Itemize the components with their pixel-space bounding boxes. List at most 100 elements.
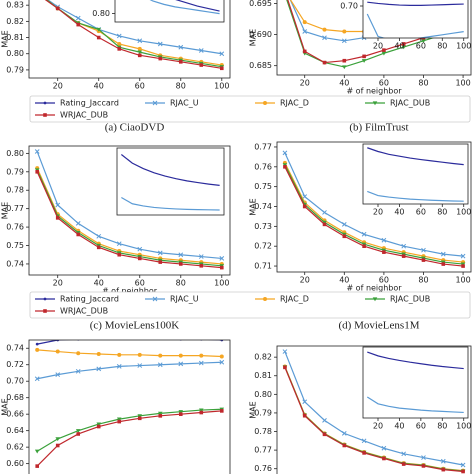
series-line [366,396,464,414]
y-tick-label: 0.78 [254,427,272,436]
marker [178,410,184,414]
series-line [367,351,464,370]
marker [302,29,308,34]
y-tick-label: 0.60 [6,459,24,468]
marker [55,443,60,448]
marker [137,352,142,357]
marker [178,60,183,64]
series-group [366,1,464,38]
series-line [284,164,464,265]
marker [137,256,142,261]
marker [382,48,386,52]
inset: 20 40 60 80 100 [362,346,471,431]
caption: (b) FilmTrust [349,122,408,134]
axes-frame [116,147,225,216]
marker [198,408,204,413]
y-tick-label: 0.83 [6,1,24,10]
series-group [44,0,225,71]
x-tick-label: 100 [456,208,471,217]
marker [96,245,101,250]
axes-frame [362,346,469,419]
marker [96,422,102,427]
marker [76,351,81,356]
x-tick-label: 20 [300,276,310,285]
marker [137,38,143,44]
marker [138,337,141,340]
y-tick-label: 0.80 [254,390,272,399]
y-tick-label: 0.82 [254,353,272,362]
y-tick-label: 0.73 [254,222,272,231]
x-tick-label: 80 [418,79,428,88]
series-group [366,351,464,414]
y-tick-label: 0.77 [6,204,24,213]
legend-label: Rating_Jaccard [60,295,119,304]
series-line [46,0,222,68]
marker [381,51,387,56]
plot-area [363,347,468,418]
plot-area [29,340,230,474]
y-tick-label: 0.81 [6,33,24,42]
marker [178,361,184,367]
legend-label: Rating_Jaccard [60,99,119,108]
series-line [36,167,222,265]
marker [137,50,143,55]
marker [401,243,407,249]
marker [322,35,327,41]
x-tick-label: 60 [135,82,145,91]
chart: 0.74 0.75 0.76 0.77 0.78 0.79 0.80 20 40 60 80 100 M… [1,145,231,332]
marker [96,424,101,429]
y-tick-label: 0.76 [254,464,272,473]
series-line [284,166,464,267]
marker [96,27,102,32]
axes-frame [362,143,469,205]
series-line [47,0,222,55]
marker [302,49,307,54]
marker [199,263,204,268]
marker [401,451,407,457]
series-line [367,1,464,6]
marker [382,250,386,254]
y-tick-label: 0.68 [6,393,24,402]
marker [401,42,406,46]
chart: 0.79 0.80 0.81 0.82 0.83 20 40 60 80 100 MAE (a) Ci… [1,0,231,134]
marker [342,443,347,448]
marker [116,417,122,422]
marker [322,432,327,437]
series-group [34,149,225,270]
y-tick-label: 0.64 [6,426,24,435]
marker [341,38,347,44]
y-axis-label: MAE [1,202,10,219]
marker [97,337,100,340]
x-tick-label: 40 [394,208,404,217]
marker [282,349,288,354]
marker [43,101,47,105]
x-tick-label: 80 [418,276,428,285]
marker [117,42,122,47]
axes-frame [114,0,225,23]
marker [441,467,446,472]
marker [461,469,465,474]
marker [76,232,81,237]
marker [421,39,426,44]
y-tick-label: 0.71 [254,262,272,271]
marker [116,33,122,39]
marker [157,362,163,368]
series-line [175,0,220,12]
marker [117,419,122,424]
marker [381,237,387,243]
marker [137,414,143,419]
series-group [34,337,225,468]
marker [381,445,387,451]
marker [283,165,287,169]
marker [440,251,446,257]
x-tick-label: 40 [339,276,349,285]
y-tick-label: 0.79 [254,408,272,417]
y-tick-label: 0.80 [6,49,24,58]
marker [158,353,163,358]
x-tick-label: 20 [53,82,63,91]
marker [35,170,40,174]
marker [55,216,60,220]
plot-area [363,0,468,38]
series-line [121,196,220,211]
y-tick-label: 0.72 [6,360,24,369]
